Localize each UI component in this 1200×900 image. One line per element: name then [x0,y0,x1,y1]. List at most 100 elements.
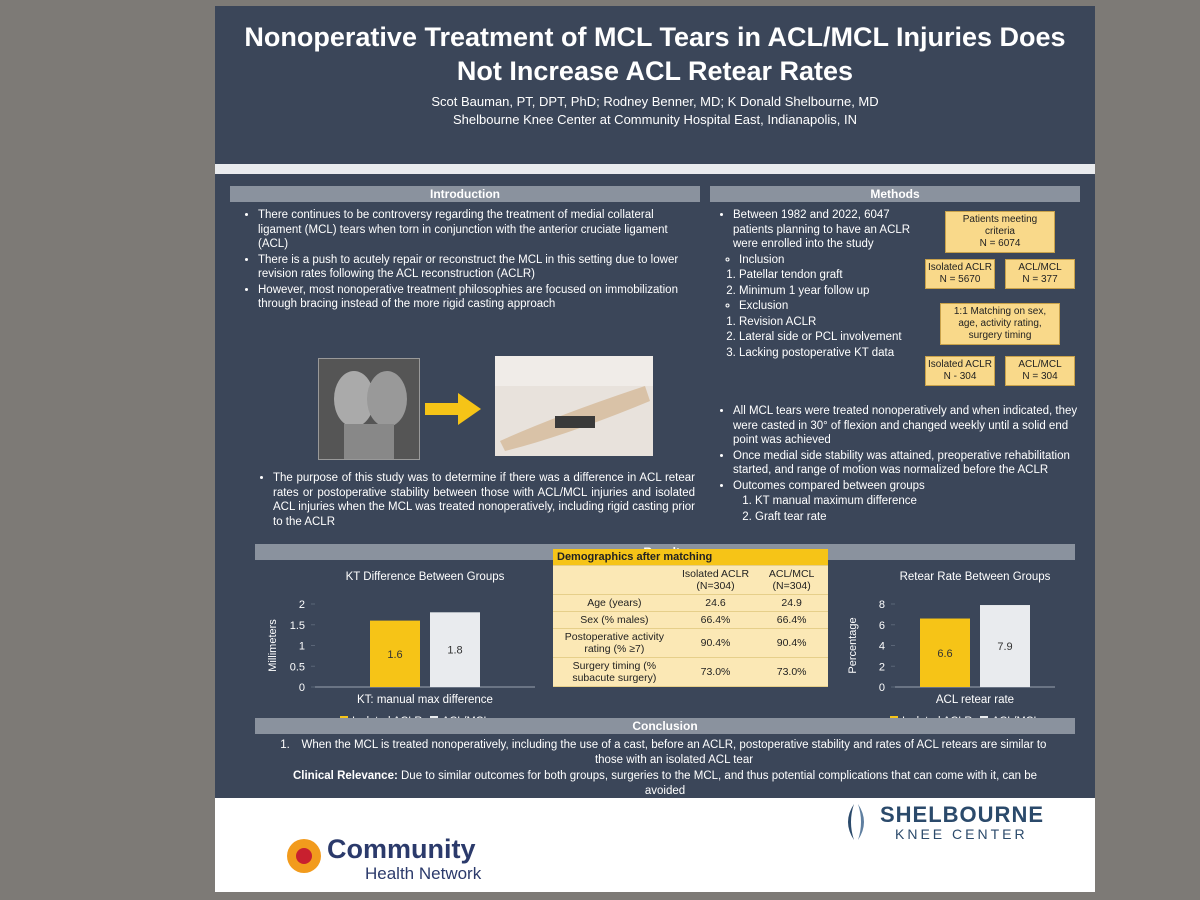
node-label: 1:1 Matching on sex, age, activity ratin… [953,306,1047,341]
item: KT manual maximum difference [755,494,1080,509]
item: Revision ACLR [739,315,920,330]
arrow [425,393,481,425]
node-label: Patients meeting criteria [962,214,1038,237]
y-tick-label: 0 [299,682,305,694]
table-row: Postoperative activity rating (% ≥7) 90.4… [553,628,828,658]
flowchart: Patients meeting criteria N = 6074 Isolat… [925,211,1085,391]
table-cell: Surgery timing (% subacute surgery) [553,657,676,687]
table-cell: Postoperative activity rating (% ≥7) [553,628,676,658]
node-n: N = 377 [1022,274,1058,285]
bullet: All MCL tears were treated nonoperativel… [733,404,1080,448]
node-n: N = 6074 [979,238,1021,249]
label: Clinical Relevance: [292,770,398,782]
footer: Community Health Network SHELBOURNE KNEE… [215,798,1095,892]
node-n: N = 5670 [939,274,981,285]
header-cell [553,565,676,595]
conclusion-text: When the MCL is treated nonoperatively, … [275,738,1055,798]
table-row: Sex (% males) 66.4% 66.4% [553,611,828,629]
y-tick-label: 4 [879,641,885,653]
y-axis-label: Millimeters [267,619,279,672]
x-tick-label: ACL retear rate [936,694,1014,706]
bar [430,612,480,687]
shelbourne-logo-mark [848,804,864,840]
poster: Nonoperative Treatment of MCL Tears in A… [215,6,1095,892]
table-row: Age (years) 24.6 24.9 [553,594,828,612]
bullet: There continues to be controversy regard… [258,208,695,252]
header-cell: Isolated ACLR (N=304) [675,565,756,595]
node-label: Isolated ACLR [928,262,992,273]
table-cell: 90.4% [755,628,828,658]
section-heading: Conclusion [255,718,1075,734]
bullet: Between 1982 and 2022, 6047 patients pla… [733,208,920,252]
item: Lacking postoperative KT data [739,346,920,361]
y-tick-label: 1 [299,641,305,653]
y-tick-label: 0 [879,682,885,694]
leg-sketch [495,356,653,451]
methods-text: Between 1982 and 2022, 6047 patients pla… [715,208,920,361]
methods-text-2: All MCL tears were treated nonoperativel… [715,404,1080,525]
data-label: 7.9 [997,641,1012,653]
knee-sketch [334,371,407,459]
item: When the MCL is treated nonoperatively, … [293,738,1055,767]
table-cell: 66.4% [675,611,756,629]
data-label: 6.6 [937,648,952,660]
demographics-table: Demographics after matching Isolated ACL… [553,549,828,687]
divider [215,164,1095,174]
kt-chart: KT Difference Between Groups Millimeters 0… [267,571,535,727]
item: Minimum 1 year follow up [739,284,920,299]
table-cell: Age (years) [553,594,676,612]
table-cell: 90.4% [675,628,756,658]
cast-photo [495,356,653,456]
data-label: 1.8 [447,645,462,657]
data-label: 1.6 [387,649,402,661]
bullet: Exclusion [739,299,920,314]
bullet: The purpose of this study was to determi… [273,471,695,529]
flow-node: Patients meeting criteria N = 6074 [945,211,1055,253]
y-tick-label: 1.5 [290,620,305,632]
table-cell: 24.6 [675,594,756,612]
y-tick-label: 2 [879,661,885,673]
x-tick-label: KT: manual max difference [357,694,493,706]
bar [980,605,1030,687]
table-cell: 73.0% [675,657,756,687]
bullet: However, most nonoperative treatment phi… [258,283,695,312]
node-label: Isolated ACLR [928,359,992,370]
table-title: Demographics after matching [553,549,828,566]
y-tick-label: 2 [299,599,305,611]
community-name: Community [327,834,476,864]
item: Patellar tendon graft [739,268,920,283]
shelbourne-sub: KNEE CENTER [895,826,1028,842]
bullet: There is a push to acutely repair or rec… [258,253,695,282]
purpose: The purpose of this study was to determi… [255,471,695,530]
retear-chart: Retear Rate Between Groups Percentage 0 2 4 6… [847,571,1055,727]
authors: Scot Bauman, PT, DPT, PhD; Rodney Benner… [431,94,879,109]
flow-node: ACL/MCL N = 377 [1005,259,1075,289]
flow-node: 1:1 Matching on sex, age, activity ratin… [940,303,1060,345]
y-tick-label: 8 [879,599,885,611]
shelbourne-name: SHELBOURNE [880,802,1045,827]
y-axis-label: Percentage [847,617,859,673]
chart-title: Retear Rate Between Groups [900,571,1051,583]
flow-node: Isolated ACLR N - 304 [925,356,995,386]
table: Demographics after matching Isolated ACL… [553,549,828,687]
intro-text: There continues to be controversy regard… [240,208,695,313]
affiliation: Shelbourne Knee Center at Community Hosp… [453,112,857,127]
text: Due to similar outcomes for both groups,… [401,770,1038,797]
table-cell: 24.9 [755,594,828,612]
section-heading: Methods [710,186,1080,202]
node-label: ACL/MCL [1018,359,1062,370]
bar [370,620,420,687]
item: Graft tear rate [755,510,1080,525]
node-n: N - 304 [943,371,977,382]
section-heading: Introduction [230,186,700,202]
poster-title: Nonoperative Treatment of MCL Tears in A… [244,22,1066,86]
bar [920,618,970,687]
node-label: ACL/MCL [1018,262,1062,273]
y-tick-label: 6 [879,620,885,632]
flow-node: Isolated ACLR N = 5670 [925,259,995,289]
bullet: Once medial side stability was attained,… [733,449,1080,478]
header-cell: ACL/MCL (N=304) [755,565,828,595]
bullet: Inclusion [739,253,920,268]
chart-title: KT Difference Between Groups [346,571,505,583]
